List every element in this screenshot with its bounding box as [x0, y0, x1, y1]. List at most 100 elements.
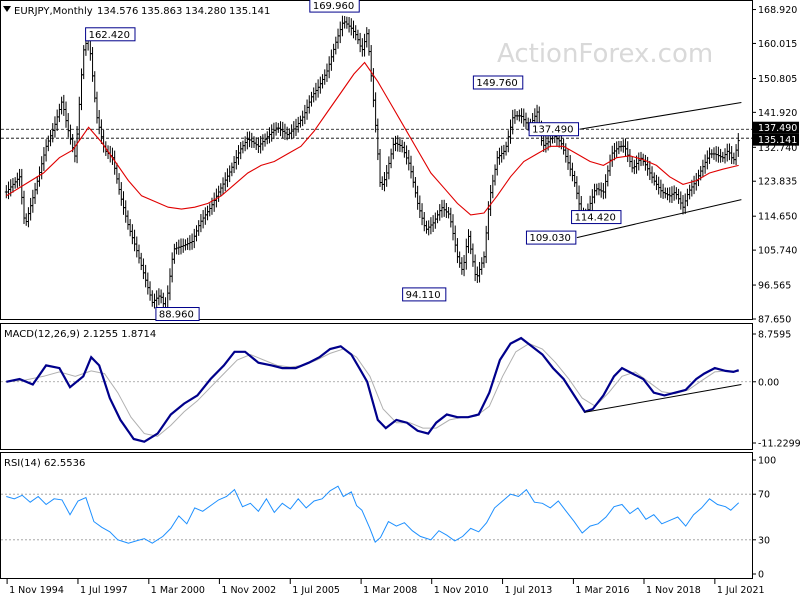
callout-88.960: 88.960: [155, 307, 200, 322]
price-tick-label: 150.805: [758, 74, 797, 85]
ohlc-bar: [617, 140, 621, 155]
ohlc-bar: [387, 156, 391, 180]
ohlc-bar: [292, 121, 296, 139]
ohlc-bar: [281, 121, 285, 139]
ohlc-bar: [318, 76, 322, 94]
rsi-line: [6, 485, 740, 544]
time-tick-label: 1 Nov 2002: [221, 585, 276, 596]
ohlc-bar: [232, 156, 236, 174]
ohlc-bar: [15, 172, 19, 188]
price-tick-label: 160.015: [758, 39, 797, 50]
price-tag-label: 137.490: [758, 123, 797, 134]
ohlc-bar: [95, 91, 99, 124]
ohlc-bar: [40, 156, 44, 180]
ohlc-bar: [26, 207, 30, 228]
ohlc-bar: [624, 138, 628, 157]
ohlc-bar: [316, 79, 320, 98]
ohlc-bar: [405, 145, 409, 165]
ohlc-bar: [133, 229, 137, 252]
ohlc-bar: [705, 150, 709, 170]
ohlc-bar: [593, 183, 597, 204]
ohlc-bar: [650, 166, 654, 184]
rsi-tick-label: 70: [758, 490, 770, 501]
ohlc-bar: [663, 187, 667, 199]
ohlc-bar: [677, 188, 681, 204]
ohlc-bar: [464, 238, 468, 270]
ohlc-bar: [197, 220, 201, 236]
ohlc-bar: [64, 101, 68, 128]
ohlc-bar: [708, 147, 712, 164]
ohlc-bar: [245, 131, 249, 150]
ohlc-close: 135.141: [229, 6, 270, 17]
ohlc-bar: [230, 162, 234, 177]
ohlc-bar: [248, 131, 252, 148]
ohlc-bar: [509, 119, 513, 144]
callout-label: 114.420: [575, 213, 616, 224]
rsi-plot: [1, 485, 752, 544]
ohlc-bar: [192, 228, 196, 249]
ohlc-bar: [601, 182, 605, 200]
ohlc-bar: [267, 127, 271, 144]
ohlc-bar: [283, 123, 287, 140]
ohlc-bar: [469, 230, 473, 255]
ohlc-low: 134.280: [185, 6, 226, 17]
time-tick-label: 1 Jul 2005: [292, 585, 340, 596]
ohlc-bar: [44, 139, 48, 162]
macd-trendline: [584, 383, 742, 413]
time-tick-label: 1 Jul 2021: [717, 585, 765, 596]
ohlc-bar: [411, 165, 415, 188]
ohlc-bar: [312, 87, 316, 103]
price-tick-label: 87.650: [758, 315, 791, 326]
ohlc-bar: [208, 203, 212, 217]
ohlc-bar: [473, 254, 477, 282]
ohlc-bar: [409, 155, 413, 179]
ohlc-bar: [577, 185, 581, 211]
rsi-tick-label: 30: [758, 535, 770, 546]
time-tick-label: 1 Mar 2016: [575, 585, 629, 596]
time-tick-label: 1 Nov 2010: [434, 585, 489, 596]
ohlc-bar: [568, 155, 572, 177]
ohlc-bar: [29, 197, 33, 221]
ohlc-bar: [325, 63, 329, 82]
ohlc-bar: [683, 193, 687, 214]
ohlc-bar: [223, 172, 227, 192]
ohlc-bar: [595, 183, 599, 196]
ohlc-bar: [130, 224, 134, 245]
ohlc-bar: [206, 205, 210, 221]
ohlc-bar: [418, 195, 422, 218]
callout-149.760: 149.760: [472, 75, 524, 90]
ohlc-bar: [721, 151, 725, 163]
ohlc-bar: [493, 164, 497, 186]
price-tag-135.141: 135.141: [753, 133, 799, 146]
ohlc-bar: [290, 124, 294, 140]
ohlc-bar: [68, 124, 72, 145]
ohlc-bar: [654, 174, 658, 191]
ohlc-bar: [338, 21, 342, 44]
collapse-triangle-icon: [3, 6, 11, 12]
ohlc-bar: [615, 141, 619, 158]
ohlc-bar: [42, 147, 46, 171]
ohlc-bar: [734, 144, 738, 166]
ohlc-bar: [730, 146, 734, 165]
ohlc-bar: [148, 281, 152, 301]
ohlc-bar: [608, 154, 612, 176]
callout-162.420: 162.420: [85, 27, 136, 42]
ohlc-bar: [612, 142, 616, 161]
macd-line: [6, 336, 740, 443]
time-tick-label: 1 Jul 2013: [505, 585, 553, 596]
price-tag-137.490: 137.490: [753, 121, 799, 134]
ohlc-bar: [13, 177, 17, 189]
ohlc-bar: [254, 137, 258, 150]
ohlc-bar: [716, 146, 720, 163]
macd-panel: [0, 323, 753, 450]
time-tick-label: 1 Jul 1997: [80, 585, 128, 596]
ohlc-bar: [340, 15, 344, 37]
ohlc-bar: [462, 254, 466, 277]
ohlc-bar: [438, 204, 442, 221]
callout-114.420: 114.420: [571, 210, 622, 225]
ohlc-bar: [484, 225, 488, 264]
ohlc-bar: [648, 160, 652, 181]
ohlc-bar: [365, 27, 369, 48]
price-panel: [0, 0, 753, 320]
ohlc-bar: [506, 130, 510, 153]
